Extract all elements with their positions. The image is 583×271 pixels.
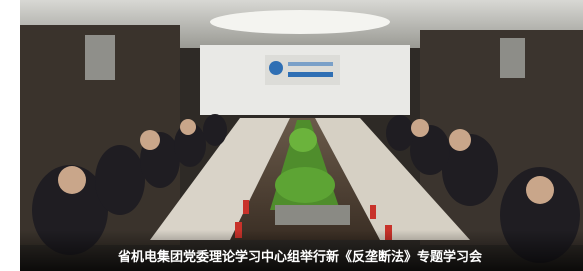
page: {"caption": "省机电集团党委理论学习中心组举行新《反垄断法》专题学习… <box>0 0 583 271</box>
photo: 省机电集团党委理论学习中心组举行新《反垄断法》专题学习会 <box>0 0 583 271</box>
caption: 省机电集团党委理论学习中心组举行新《反垄断法》专题学习会 <box>117 249 483 265</box>
scene <box>20 0 583 271</box>
